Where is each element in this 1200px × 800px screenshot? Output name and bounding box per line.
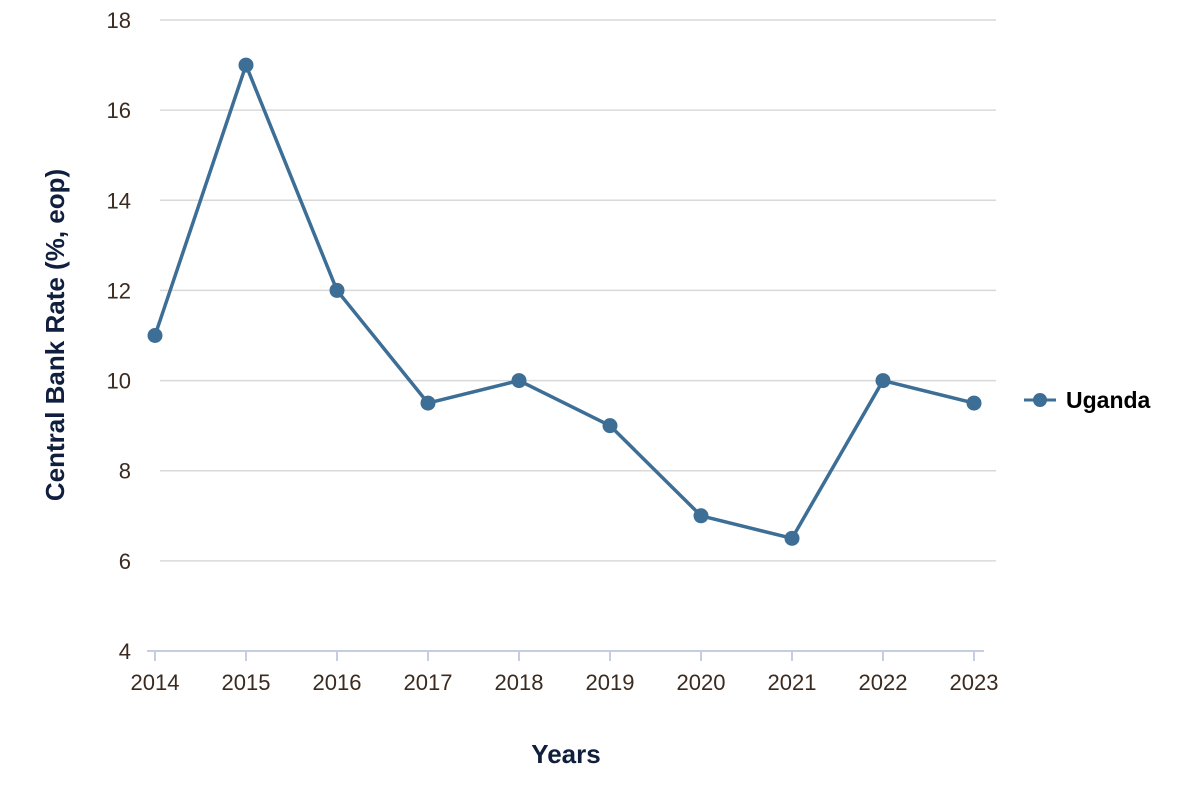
y-tick-label: 18 — [107, 8, 131, 33]
y-tick-label: 12 — [107, 278, 131, 303]
data-point[interactable] — [602, 418, 618, 434]
x-tick-label: 2014 — [131, 670, 180, 695]
y-tick-label: 6 — [119, 549, 131, 574]
data-point[interactable] — [966, 395, 982, 411]
legend[interactable]: Uganda — [1024, 387, 1151, 413]
data-point[interactable] — [511, 373, 527, 389]
legend-label-uganda: Uganda — [1066, 387, 1151, 413]
x-tick-label: 2019 — [586, 670, 635, 695]
x-tick-label: 2018 — [495, 670, 544, 695]
y-tick-label: 14 — [107, 188, 131, 213]
series-uganda — [147, 57, 982, 546]
legend-swatch-marker — [1033, 393, 1047, 407]
x-tick-label: 2020 — [677, 670, 726, 695]
y-axis-ticks: 4 6 8 10 12 14 16 18 — [107, 8, 131, 664]
x-axis-title: Years — [531, 739, 600, 769]
x-tick-label: 2023 — [950, 670, 999, 695]
y-tick-label: 8 — [119, 459, 131, 484]
y-tick-label: 16 — [107, 98, 131, 123]
data-point[interactable] — [784, 530, 800, 546]
data-point[interactable] — [329, 282, 345, 298]
series-line — [153, 63, 976, 541]
data-point[interactable] — [147, 328, 163, 343]
x-tick-label: 2022 — [859, 670, 908, 695]
y-tick-label: 4 — [119, 639, 131, 664]
grid-lines — [160, 19, 996, 562]
y-tick-label: 10 — [107, 369, 131, 394]
data-point[interactable] — [420, 395, 436, 411]
data-point[interactable] — [875, 373, 891, 389]
x-tick-label: 2015 — [222, 670, 271, 695]
x-tick-label: 2021 — [768, 670, 817, 695]
y-axis-title: Central Bank Rate (%, eop) — [40, 169, 70, 501]
data-point[interactable] — [238, 57, 254, 73]
x-tick-label: 2017 — [404, 670, 453, 695]
x-axis-ticks: 2014 2015 2016 2017 2018 2019 2020 2021 2022 2023 — [131, 651, 999, 695]
x-tick-label: 2016 — [313, 670, 362, 695]
data-point[interactable] — [693, 508, 709, 524]
